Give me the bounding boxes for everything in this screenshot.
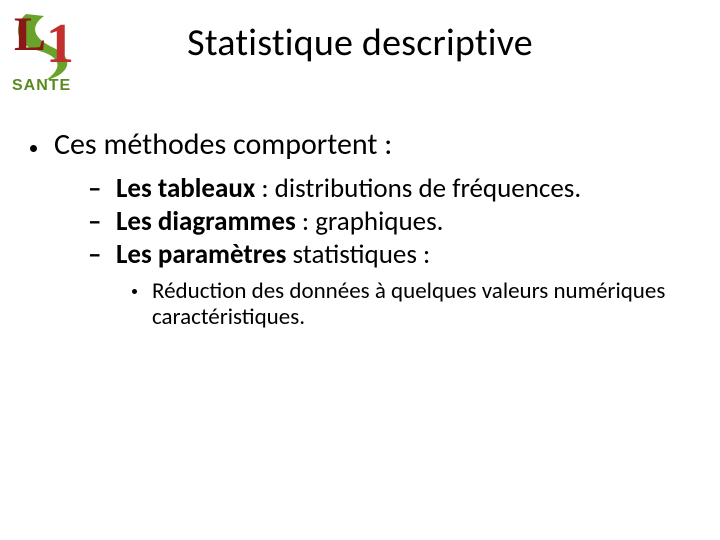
- lvl2-bold: Les paramètres: [116, 238, 286, 271]
- lvl2-rest: : graphiques.: [296, 205, 444, 238]
- dash-bullet-icon: –: [88, 239, 101, 270]
- slide: L 1 SANTE Statistique descriptive Ces mé…: [0, 0, 720, 540]
- bullet-level-1: Ces méthodes comportent :: [24, 128, 696, 163]
- dash-bullet-icon: –: [88, 206, 101, 237]
- lvl2-rest: statistiques :: [286, 238, 430, 271]
- disc-bullet-icon: [132, 289, 137, 294]
- lvl2-bold: Les diagrammes: [116, 205, 296, 238]
- slide-title: Statistique descriptive: [0, 20, 720, 66]
- bullet-level-2: – Les tableaux : distributions de fréque…: [24, 173, 696, 204]
- bullet-level-2: – Les paramètres statistiques :: [24, 239, 696, 270]
- slide-body: Ces méthodes comportent : – Les tableaux…: [24, 128, 696, 331]
- dash-bullet-icon: –: [88, 173, 101, 204]
- bullet-level-2: – Les diagrammes : graphiques.: [24, 206, 696, 237]
- lvl2-bold: Les tableaux: [116, 172, 255, 205]
- disc-bullet-icon: [30, 145, 37, 152]
- logo-text-sante: SANTE: [12, 77, 71, 94]
- lvl3-text: Réduction des données à quelques valeurs…: [152, 277, 665, 331]
- lvl1-text: Ces méthodes comportent :: [54, 126, 392, 163]
- lvl2-rest: : distributions de fréquences.: [255, 172, 581, 205]
- bullet-level-3: Réduction des données à quelques valeurs…: [24, 278, 696, 331]
